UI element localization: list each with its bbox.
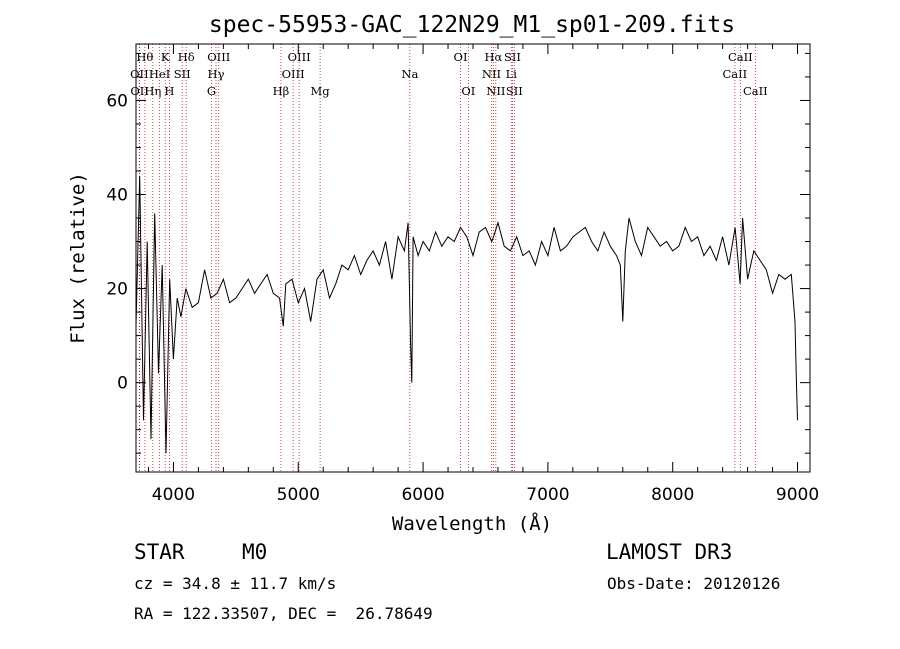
x-tick-label: 4000 [152,485,195,505]
spectral-line-label: Na [401,67,418,81]
axis-ticks: 4000 5000 6000 7000 8000 9000 0 20 40 60 [106,44,819,505]
y-axis-label: Flux (relative) [67,172,89,344]
spectral-line-label: OI [461,84,475,98]
spectral-line-label: NII [486,84,505,98]
spectral-line-label: Mg [311,84,331,98]
spectral-line-label: Hη [144,84,161,98]
sky-coordinates: RA = 122.33507, DEC = 26.78649 [134,604,433,623]
spectral-line-label: Li [506,67,518,81]
spectral-line-label: OIII [207,50,230,64]
spectral-line-label: Hδ [178,50,195,64]
spectral-line-label: OI [454,50,468,64]
y-tick-label: 0 [117,374,128,394]
x-tick-label: 5000 [277,485,320,505]
redshift-velocity: cz = 34.8 ± 11.7 km/s [134,574,337,593]
spectral-line-label: OIII [288,50,311,64]
spectral-line-label: SII [504,50,521,64]
spectral-line-label: CaII [728,50,753,64]
chart-title: spec-55953-GAC_122N29_M1_sp01-209.fits [209,12,735,38]
observation-date: Obs-Date: 20120126 [607,574,781,593]
spectral-line-label: Hα [484,50,502,64]
plot-frame [135,43,811,473]
spectral-line-label: Hβ [273,84,290,98]
spectral-line-label: OIII [282,67,305,81]
object-class: STAR [134,540,185,564]
spectral-line-label: OII [130,84,149,98]
x-tick-label: 9000 [776,485,819,505]
x-tick-label: 8000 [651,485,694,505]
spectral-line-label: HeI [149,67,170,81]
x-tick-label: 6000 [401,485,444,505]
emission-lines: OIIOIIHθHηHeIKHSIIHδGHγOIIIHβOIIIOIIIMgN… [130,44,768,472]
x-axis-label: Wavelength (Å) [392,512,552,535]
spectral-line-label: CaII [722,67,747,81]
spectral-line-label: G [207,84,216,98]
spectral-line-label: K [161,50,170,64]
survey-name: LAMOST DR3 [606,540,733,564]
y-tick-label: 20 [106,280,128,300]
spectral-line-label: SII [174,67,191,81]
spectral-line-label: SII [506,84,523,98]
spectral-line-label: Hγ [208,67,225,81]
spectral-line-label: Hθ [136,50,153,64]
y-tick-label: 40 [106,186,128,206]
spectral-line-label: NII [482,67,501,81]
flux-series-line [135,175,798,454]
spectral-line-label: CaII [743,84,768,98]
x-tick-label: 7000 [526,485,569,505]
spectral-line-label: H [164,84,174,98]
object-subclass: M0 [242,540,268,564]
y-tick-label: 60 [106,91,128,111]
